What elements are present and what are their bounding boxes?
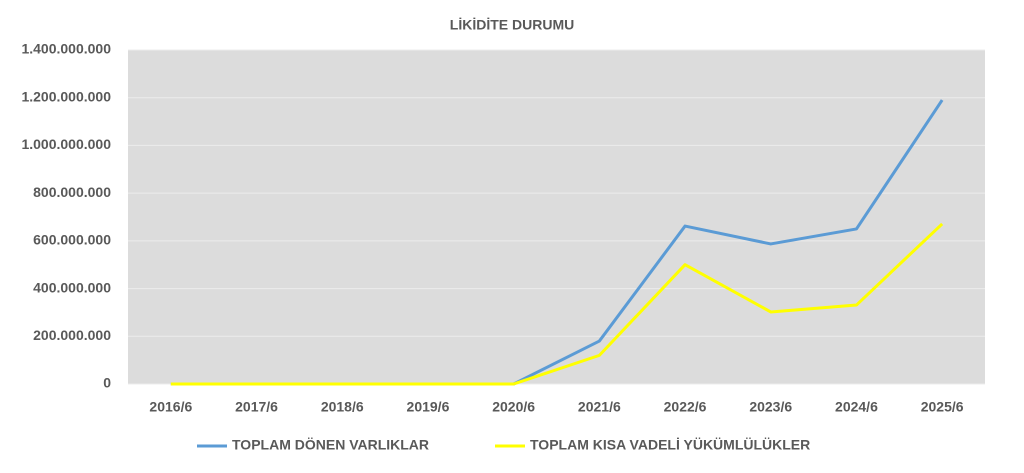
y-tick-label: 1.200.000.000 (21, 88, 111, 104)
y-tick-label: 200.000.000 (33, 327, 111, 343)
y-tick-label: 1.000.000.000 (21, 136, 111, 152)
x-tick-label: 2016/6 (149, 399, 192, 415)
chart-title: LİKİDİTE DURUMU (450, 17, 574, 33)
series-line (170, 222, 944, 386)
y-tick-label: 600.000.000 (33, 232, 111, 248)
x-tick-label: 2020/6 (492, 399, 535, 415)
legend-label: TOPLAM DÖNEN VARLIKLAR (232, 437, 429, 453)
x-tick-label: 2023/6 (749, 399, 792, 415)
plot-area (128, 50, 985, 384)
y-tick-label: 0 (103, 375, 111, 391)
legend-label: TOPLAM KISA VADELİ YÜKÜMLÜLÜKLER (530, 437, 810, 453)
y-tick-label: 400.000.000 (33, 279, 111, 295)
x-tick-label: 2017/6 (235, 399, 278, 415)
x-tick-label: 2024/6 (835, 399, 878, 415)
x-tick-label: 2019/6 (407, 399, 450, 415)
x-tick-label: 2022/6 (664, 399, 707, 415)
x-tick-label: 2018/6 (321, 399, 364, 415)
y-tick-label: 800.000.000 (33, 184, 111, 200)
y-tick-label: 1.400.000.000 (21, 41, 111, 57)
x-tick-label: 2021/6 (578, 399, 621, 415)
x-tick-label: 2025/6 (921, 399, 964, 415)
